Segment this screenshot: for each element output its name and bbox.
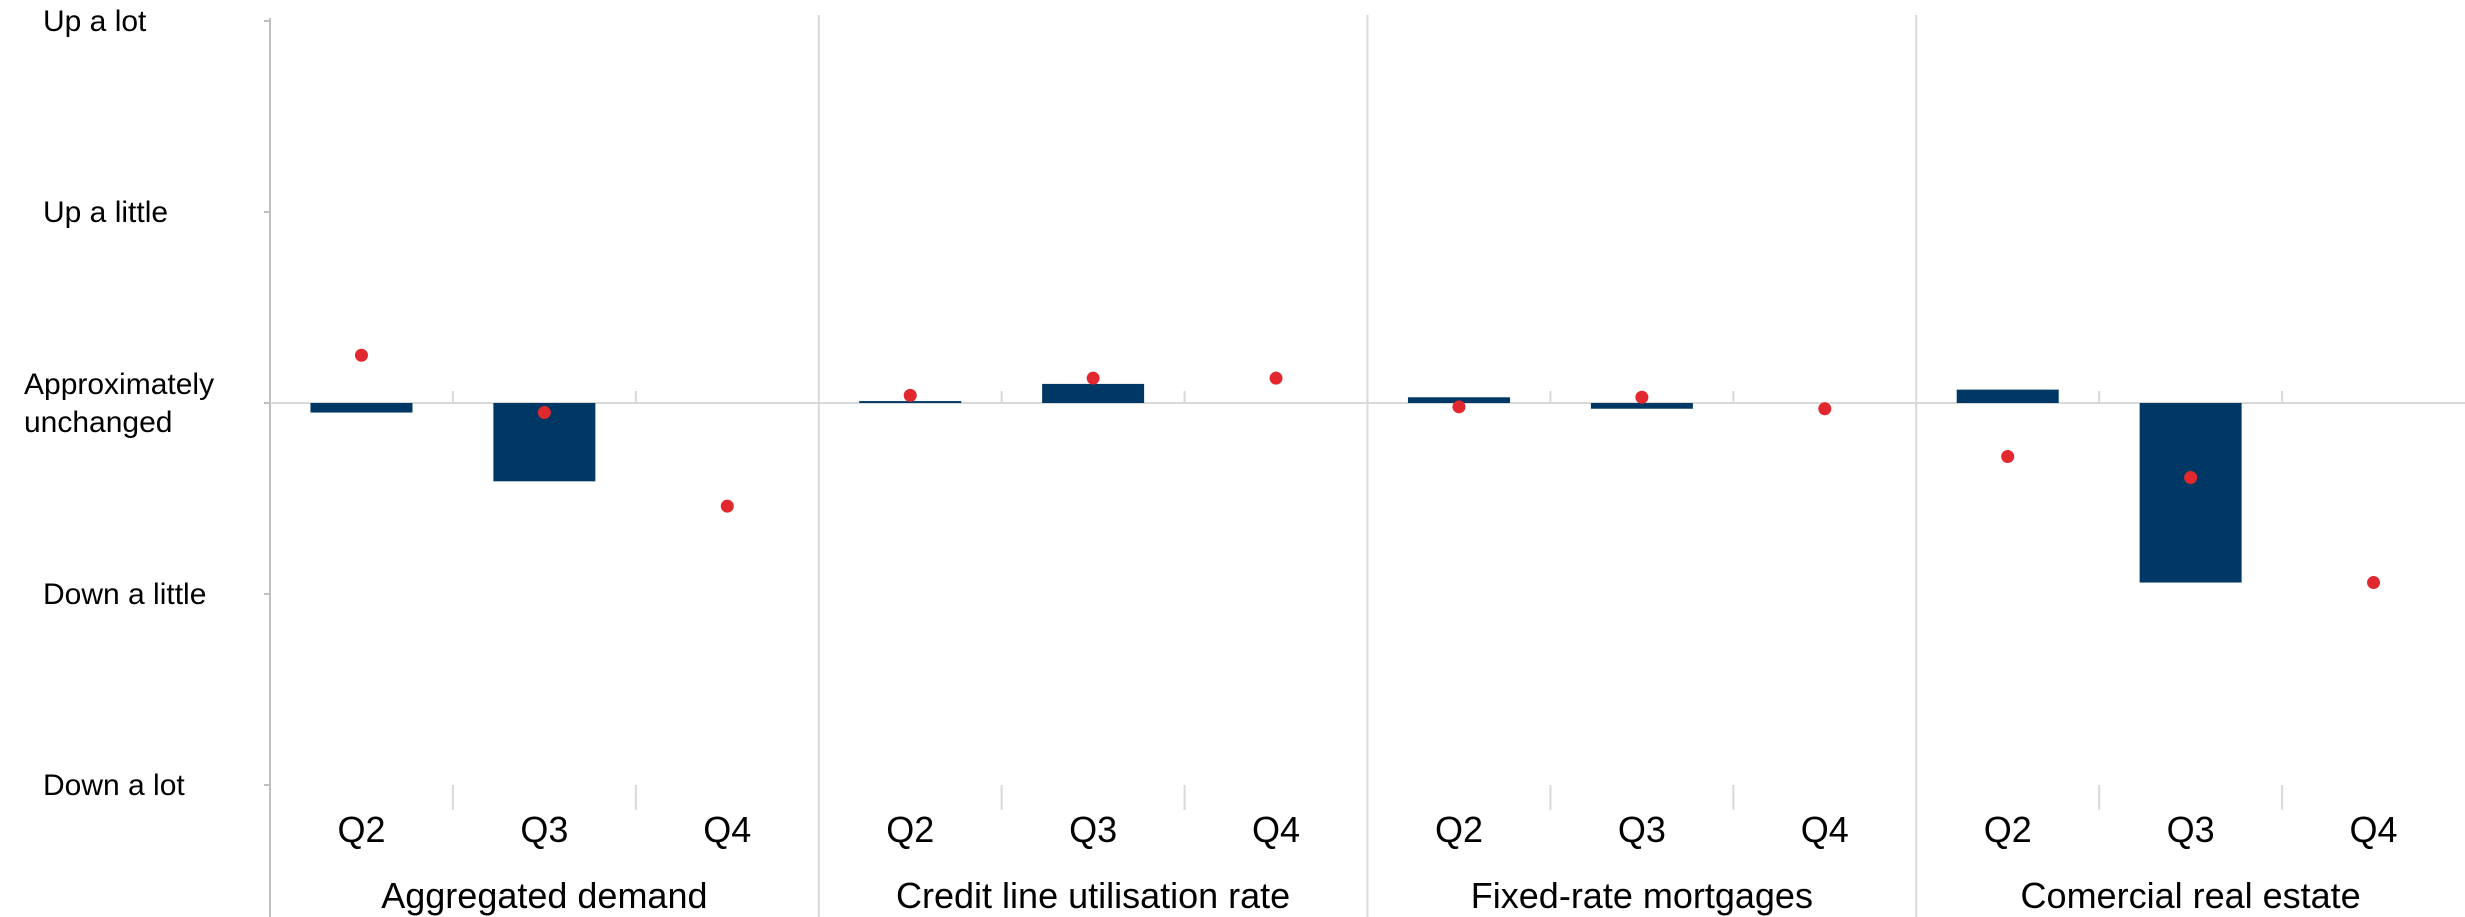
x-tick-label: Q3	[1069, 809, 1117, 850]
point-marker	[1086, 371, 1100, 385]
x-tick-label: Q4	[1801, 809, 1849, 850]
point-marker	[1452, 400, 1466, 414]
y-tick-label: Down a lot	[43, 769, 185, 802]
x-tick-label: Q3	[2167, 809, 2215, 850]
x-tick-label: Q3	[1618, 809, 1666, 850]
x-tick-label: Q4	[2350, 809, 2398, 850]
x-group-label: Fixed-rate mortgages	[1471, 875, 1813, 916]
bar	[310, 403, 413, 413]
point-marker	[2001, 449, 2015, 463]
bar	[1042, 383, 1145, 403]
x-tick-label: Q2	[1435, 809, 1483, 850]
x-group-label: Credit line utilisation rate	[896, 875, 1290, 916]
y-tick-label: Up a little	[43, 196, 168, 229]
x-group-label: Comercial real estate	[2021, 875, 2361, 916]
point-marker	[537, 406, 551, 420]
y-tick-label: Approximately unchanged	[24, 368, 214, 439]
bar	[1590, 403, 1693, 409]
bar	[1956, 389, 2059, 403]
bars-series	[310, 383, 2242, 583]
point-marker	[1269, 371, 1283, 385]
points-series	[354, 348, 2381, 590]
point-marker	[1818, 402, 1832, 416]
x-tick-label: Q2	[886, 809, 934, 850]
y-tick-label: Down a little	[43, 578, 206, 611]
x-tick-label: Q4	[703, 809, 751, 850]
x-group-label: Aggregated demand	[381, 875, 707, 916]
point-marker	[2184, 470, 2198, 484]
x-tick-label: Q2	[337, 809, 385, 850]
point-marker	[720, 499, 734, 513]
point-marker	[354, 348, 368, 362]
y-axis: Up a lot Up a little Approximately unchange…	[24, 5, 271, 917]
x-tick-label: Q4	[1252, 809, 1300, 850]
point-marker	[903, 388, 917, 402]
point-marker	[1635, 390, 1649, 404]
bar	[2139, 403, 2242, 583]
group-dividers	[451, 15, 2284, 917]
y-tick-label: Up a lot	[43, 5, 147, 38]
bar	[859, 401, 962, 403]
point-marker	[2367, 576, 2381, 590]
x-axis: Q2 Q3 Q4 Aggregated demand Q2 Q3 Q4 Credit line…	[337, 809, 2397, 916]
x-tick-label: Q2	[1984, 809, 2032, 850]
x-tick-label: Q3	[520, 809, 568, 850]
bar	[1407, 397, 1510, 403]
